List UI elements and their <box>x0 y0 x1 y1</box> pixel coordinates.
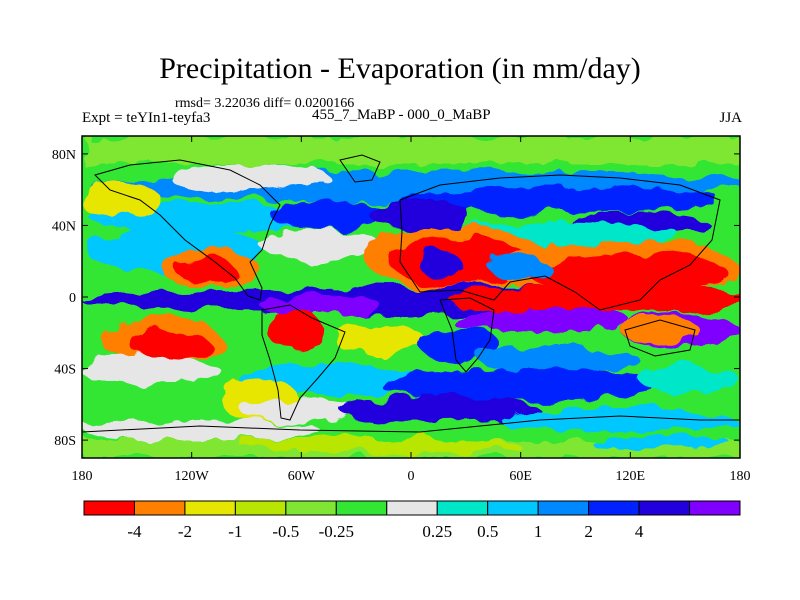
y-tick-label: 40S <box>54 363 76 378</box>
continent-outlines <box>82 154 740 433</box>
y-tick-label: 0 <box>69 291 76 306</box>
colorbar-label: 2 <box>584 522 593 541</box>
colorbar-swatch <box>537 500 590 516</box>
colorbar-label: -4 <box>127 522 142 541</box>
colorbar-label: -2 <box>178 522 192 541</box>
colorbar-swatch <box>133 500 186 516</box>
colorbar-swatch <box>689 500 741 516</box>
x-tick-label: 120W <box>175 469 210 484</box>
plot-title: Precipitation - Evaporation (in mm/day) <box>159 52 641 85</box>
y-tick-label: 80N <box>52 148 76 163</box>
stats-label: rmsd= 3.22036 diff= 0.0200166 <box>175 96 355 111</box>
colorbar-swatch <box>285 500 337 516</box>
precip-evap-field <box>82 136 740 458</box>
colorbar-swatch <box>234 500 287 516</box>
colorbar-label: -0.25 <box>319 522 354 541</box>
colorbar-swatch <box>487 500 539 516</box>
colorbar-label: 4 <box>635 522 644 541</box>
colorbar-swatch <box>436 500 489 516</box>
x-tick-label: 180 <box>730 469 751 484</box>
colorbar-swatch <box>335 500 388 516</box>
experiment-label: Expt = teYIn1-teyfa3 <box>82 110 211 126</box>
x-tick-label: 180 <box>72 469 93 484</box>
colorbar-label: 0.25 <box>422 522 452 541</box>
colorbar-swatch <box>386 500 438 516</box>
colorbar-label: 1 <box>534 522 543 541</box>
colorbar-label: -0.5 <box>272 522 299 541</box>
subtitle-label: 455_7_MaBP - 000_0_MaBP <box>312 107 491 123</box>
season-label: JJA <box>719 110 742 126</box>
axis-ticks: 80N 40N 0 40S 80S 180 120W 60W 0 60E 120E 180 <box>52 136 751 484</box>
x-tick-label: 60W <box>288 469 316 484</box>
colorbar: -4 -2 -1 -0.5 -0.25 0.25 0.5 1 2 4 <box>83 500 741 541</box>
colorbar-swatch <box>184 500 236 516</box>
colorbar-swatch <box>638 500 691 516</box>
colorbar-label: -1 <box>228 522 242 541</box>
y-tick-label: 40N <box>52 219 76 234</box>
colorbar-swatch <box>588 500 640 516</box>
colorbar-swatch <box>83 500 135 516</box>
x-tick-label: 60E <box>509 469 532 484</box>
colorbar-label: 0.5 <box>477 522 498 541</box>
y-tick-label: 80S <box>54 434 76 449</box>
x-tick-label: 120E <box>616 469 646 484</box>
x-tick-label: 0 <box>408 469 415 484</box>
